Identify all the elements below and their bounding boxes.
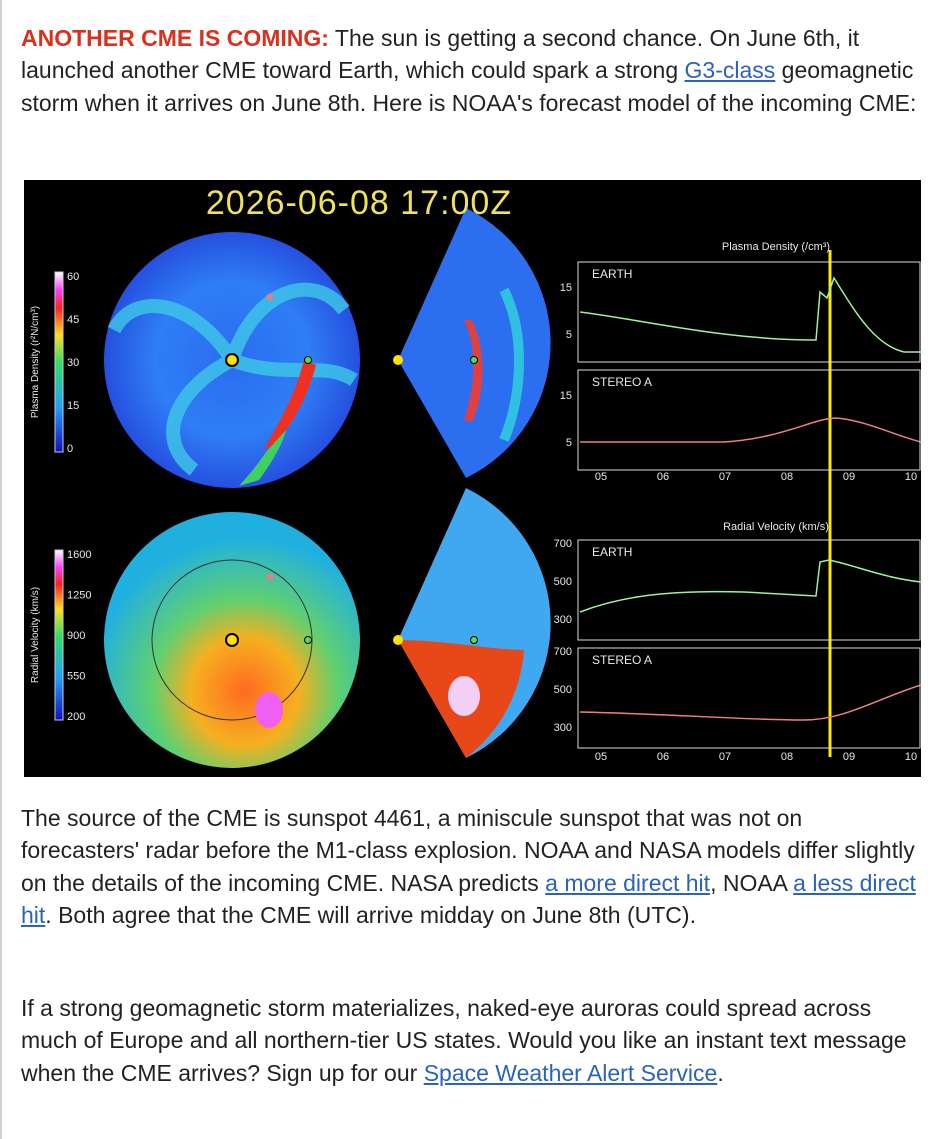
stereo-a-marker: [266, 573, 274, 581]
timestamp: 2026-06-08 17:00Z: [206, 184, 512, 222]
colorbar-tick: 200: [67, 711, 85, 723]
y-tick-label: 700: [554, 538, 572, 550]
colorbar-tick: 1600: [67, 549, 91, 561]
wedge-earth: [470, 636, 478, 644]
panel-name: STEREO A: [592, 653, 652, 667]
page-border: [0, 0, 2, 1139]
paragraph: The source of the CME is sunspot 4461, a…: [21, 802, 923, 931]
y-tick-label: 5: [566, 329, 572, 341]
y-tick-label: 5: [566, 437, 572, 449]
panel-name: EARTH: [592, 267, 632, 281]
spiral-arms: [107, 282, 358, 476]
x-tick-label: 10: [905, 471, 917, 483]
sun: [225, 633, 239, 647]
x-tick-label: 07: [719, 471, 731, 483]
colorbar-tick: 0: [67, 443, 73, 455]
body-text: If a strong geomagnetic storm materializ…: [21, 995, 907, 1086]
plot-title: Plasma Density (/cm³): [722, 241, 830, 253]
panel-name: EARTH: [592, 545, 632, 559]
colorbar-tick: 15: [67, 400, 79, 412]
y-tick-label: 500: [554, 576, 572, 588]
wedge-core: [448, 676, 480, 716]
wedge-cme: [464, 320, 483, 422]
x-tick-label: 08: [781, 751, 793, 763]
colorbar-label: Plasma Density (r²N/cm³): [30, 306, 41, 418]
link[interactable]: Space Weather Alert Service: [423, 1059, 718, 1086]
paragraph: ANOTHER CME IS COMING: The sun is gettin…: [21, 22, 923, 119]
colorbar-tick: 550: [67, 671, 85, 683]
stereo-a-marker: [266, 293, 274, 301]
colorbar-tick: 45: [67, 314, 79, 326]
body-text: .: [717, 1059, 724, 1086]
x-tick-label: 06: [657, 751, 669, 763]
link[interactable]: a less direct hit: [21, 869, 916, 928]
x-tick-label: 09: [843, 751, 855, 763]
earth-marker: [304, 636, 312, 644]
colorbar-tick: 30: [67, 357, 79, 369]
model-curves: [579, 276, 921, 721]
link[interactable]: a more direct hit: [545, 869, 711, 896]
velocity-core: [255, 692, 283, 728]
lead-heading: ANOTHER CME IS COMING:: [21, 25, 329, 51]
earth-marker: [304, 356, 312, 364]
velocity-colorbar: [54, 549, 64, 721]
x-tick-label: 06: [657, 471, 669, 483]
y-tick-label: 700: [554, 646, 572, 658]
plot-frame: [577, 539, 921, 641]
plot-frame: [577, 369, 921, 471]
colorbar-tick: 1250: [67, 590, 91, 602]
x-tick-label: 05: [595, 471, 607, 483]
cme-front: [264, 360, 316, 450]
y-tick-label: 15: [560, 282, 572, 294]
y-tick-label: 300: [554, 614, 572, 626]
colorbar-label: Radial Velocity (km/s): [30, 587, 41, 683]
y-tick-label: 15: [560, 390, 572, 402]
y-tick-label: 300: [554, 722, 572, 734]
x-tick-label: 09: [843, 471, 855, 483]
forecast-model-image: 2026-06-08 17:00Z Plasma Density (r²N/cm³…: [24, 180, 921, 777]
colorbar-tick: 900: [67, 630, 85, 642]
x-tick-label: 05: [595, 751, 607, 763]
x-tick-label: 08: [781, 471, 793, 483]
body-text: The source of the CME is sunspot 4461, a…: [21, 805, 915, 896]
paragraph: If a strong geomagnetic storm materializ…: [21, 992, 923, 1089]
wedge-earth: [470, 356, 478, 364]
wedge-arm: [499, 287, 524, 442]
wedge-sun: [393, 635, 403, 645]
x-tick-label: 10: [905, 751, 917, 763]
panel-name: STEREO A: [592, 375, 652, 389]
body-text: , NOAA: [710, 869, 794, 896]
plot-frame: [577, 647, 921, 749]
cme-tail: [239, 430, 286, 486]
sun: [225, 353, 239, 367]
body-text: . Both agree that the CME will arrive mi…: [45, 901, 696, 928]
colorbar-tick: 60: [67, 271, 79, 283]
body-text: The sun is getting a second chance. On J…: [21, 25, 860, 84]
density-colorbar: [54, 271, 64, 453]
link[interactable]: G3-class: [684, 57, 776, 84]
x-tick-label: 07: [719, 751, 731, 763]
body-text: geomagnetic storm when it arrives on Jun…: [21, 57, 917, 116]
y-tick-label: 500: [554, 684, 572, 696]
plot-title: Radial Velocity (km/s): [723, 521, 829, 533]
wedge-sun: [393, 355, 403, 365]
plot-frame: [577, 261, 921, 363]
